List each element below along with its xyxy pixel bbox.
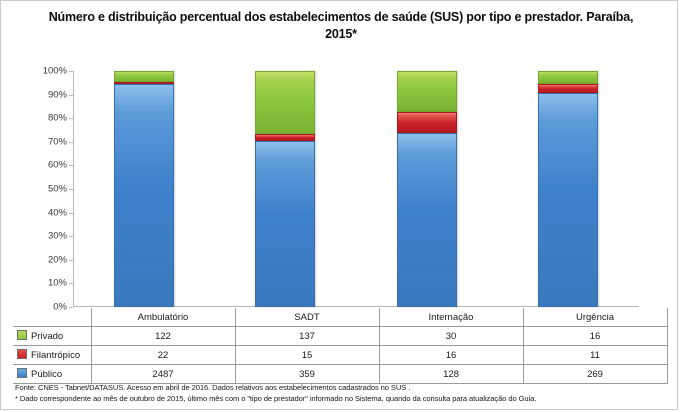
y-axis-tick-label: 50% <box>47 183 67 195</box>
y-axis-tick-mark <box>69 189 73 190</box>
table-row: Público 2487 359 128 269 <box>13 364 668 384</box>
table-cell: 128 <box>378 364 524 384</box>
legend-item-label: Filantrópico <box>31 350 81 361</box>
y-axis-tick-label: 100% <box>42 65 67 77</box>
bar-slot <box>73 71 215 308</box>
table-cell: 22 <box>90 345 236 365</box>
y-axis-tick-label: 60% <box>47 159 67 171</box>
y-axis-tick-label: 0% <box>53 301 67 313</box>
y-axis-tick-mark <box>69 71 73 72</box>
table-cell: 16 <box>522 326 668 346</box>
bar-segment-filantrpico[interactable] <box>113 81 174 84</box>
table-cell: 122 <box>90 326 236 346</box>
y-axis-tick-mark <box>69 94 73 96</box>
y-axis-tick-mark <box>69 307 73 308</box>
table-column-header: SADT <box>234 308 380 327</box>
data-table: Ambulatório SADT Internação Urgência Privado… <box>13 308 668 384</box>
table-cell: 11 <box>522 345 668 365</box>
bar-segment-filantrpico[interactable] <box>255 134 316 142</box>
green-swatch-icon <box>17 330 27 340</box>
y-axis-tick-mark <box>69 165 73 167</box>
legend-item-filantrpico: Filantrópico <box>13 345 92 365</box>
bar-segment-pblico[interactable] <box>113 83 174 308</box>
stacked-bar[interactable] <box>396 71 457 307</box>
table-cell: 15 <box>234 345 380 365</box>
table-column-header: Internação <box>378 308 524 327</box>
table-cell: 269 <box>522 364 668 384</box>
bar-segment-pblico[interactable] <box>538 92 599 307</box>
y-axis-tick-label: 10% <box>47 277 67 289</box>
bar-segment-privado[interactable] <box>255 71 316 135</box>
footnotes: Fonte: CNES - Tabnet/DATASUS. Acesso em … <box>15 382 665 404</box>
table-column-header: Urgência <box>522 308 668 327</box>
bar-segment-pblico[interactable] <box>255 141 316 307</box>
plot-frame <box>73 71 639 307</box>
y-axis-tick-label: 40% <box>47 207 67 219</box>
bar-slot <box>498 71 640 307</box>
stacked-bar[interactable] <box>113 71 174 308</box>
y-axis-tick-mark <box>69 259 73 261</box>
y-axis-tick-mark <box>69 283 73 285</box>
source-note: Fonte: CNES - Tabnet/DATASUS. Acesso em … <box>15 383 411 392</box>
y-axis-tick-mark <box>69 141 73 143</box>
table-cell: 30 <box>378 326 524 346</box>
y-axis-tick-label: 80% <box>47 112 67 124</box>
legend-item-label: Público <box>31 369 63 380</box>
bar-slot <box>356 71 498 307</box>
bar-segment-privado[interactable] <box>538 71 599 84</box>
table-corner-cell <box>13 308 91 327</box>
red-swatch-icon <box>17 349 27 359</box>
y-axis-tick-label: 30% <box>47 230 67 242</box>
blue-swatch-icon <box>17 368 27 378</box>
bar-segment-privado[interactable] <box>113 71 174 82</box>
table-column-header: Ambulatório <box>90 308 236 327</box>
table-cell: 16 <box>378 345 524 365</box>
chart-plot-area: 100% 90% 80% 70% 60% 50% 40% 30% 20% 10% 0% <box>43 66 640 313</box>
y-axis-tick-label: 90% <box>47 89 67 101</box>
y-axis-tick-mark <box>69 118 73 120</box>
table-row: Filantrópico 22 15 16 11 <box>13 345 668 365</box>
asterisk-note: * Dado correspondente ao mês de outubro … <box>15 394 537 403</box>
table-row: Privado 122 137 30 16 <box>13 326 668 346</box>
y-axis-tick-label: 70% <box>47 136 67 148</box>
legend-item-pblico: Público <box>13 364 92 384</box>
bar-slot <box>215 71 357 307</box>
stacked-bars <box>73 71 640 308</box>
legend-item-privado: Privado <box>13 326 92 346</box>
table-cell: 359 <box>234 364 380 384</box>
y-axis-tick-mark <box>69 236 73 238</box>
stacked-bar[interactable] <box>538 71 599 307</box>
legend-item-label: Privado <box>31 331 64 342</box>
y-axis-tick-mark <box>69 212 73 214</box>
bar-segment-pblico[interactable] <box>396 133 457 307</box>
y-axis-tick-label: 20% <box>47 254 67 266</box>
bar-segment-filantrpico[interactable] <box>538 83 599 93</box>
bar-segment-filantrpico[interactable] <box>396 111 457 134</box>
table-cell: 137 <box>234 326 380 346</box>
bar-segment-privado[interactable] <box>396 71 457 112</box>
page-title: Número e distribuição percentual dos est… <box>48 10 634 41</box>
table-cell: 2487 <box>90 364 236 384</box>
stacked-bar[interactable] <box>255 71 316 307</box>
table-header-row: Ambulatório SADT Internação Urgência <box>13 308 668 327</box>
